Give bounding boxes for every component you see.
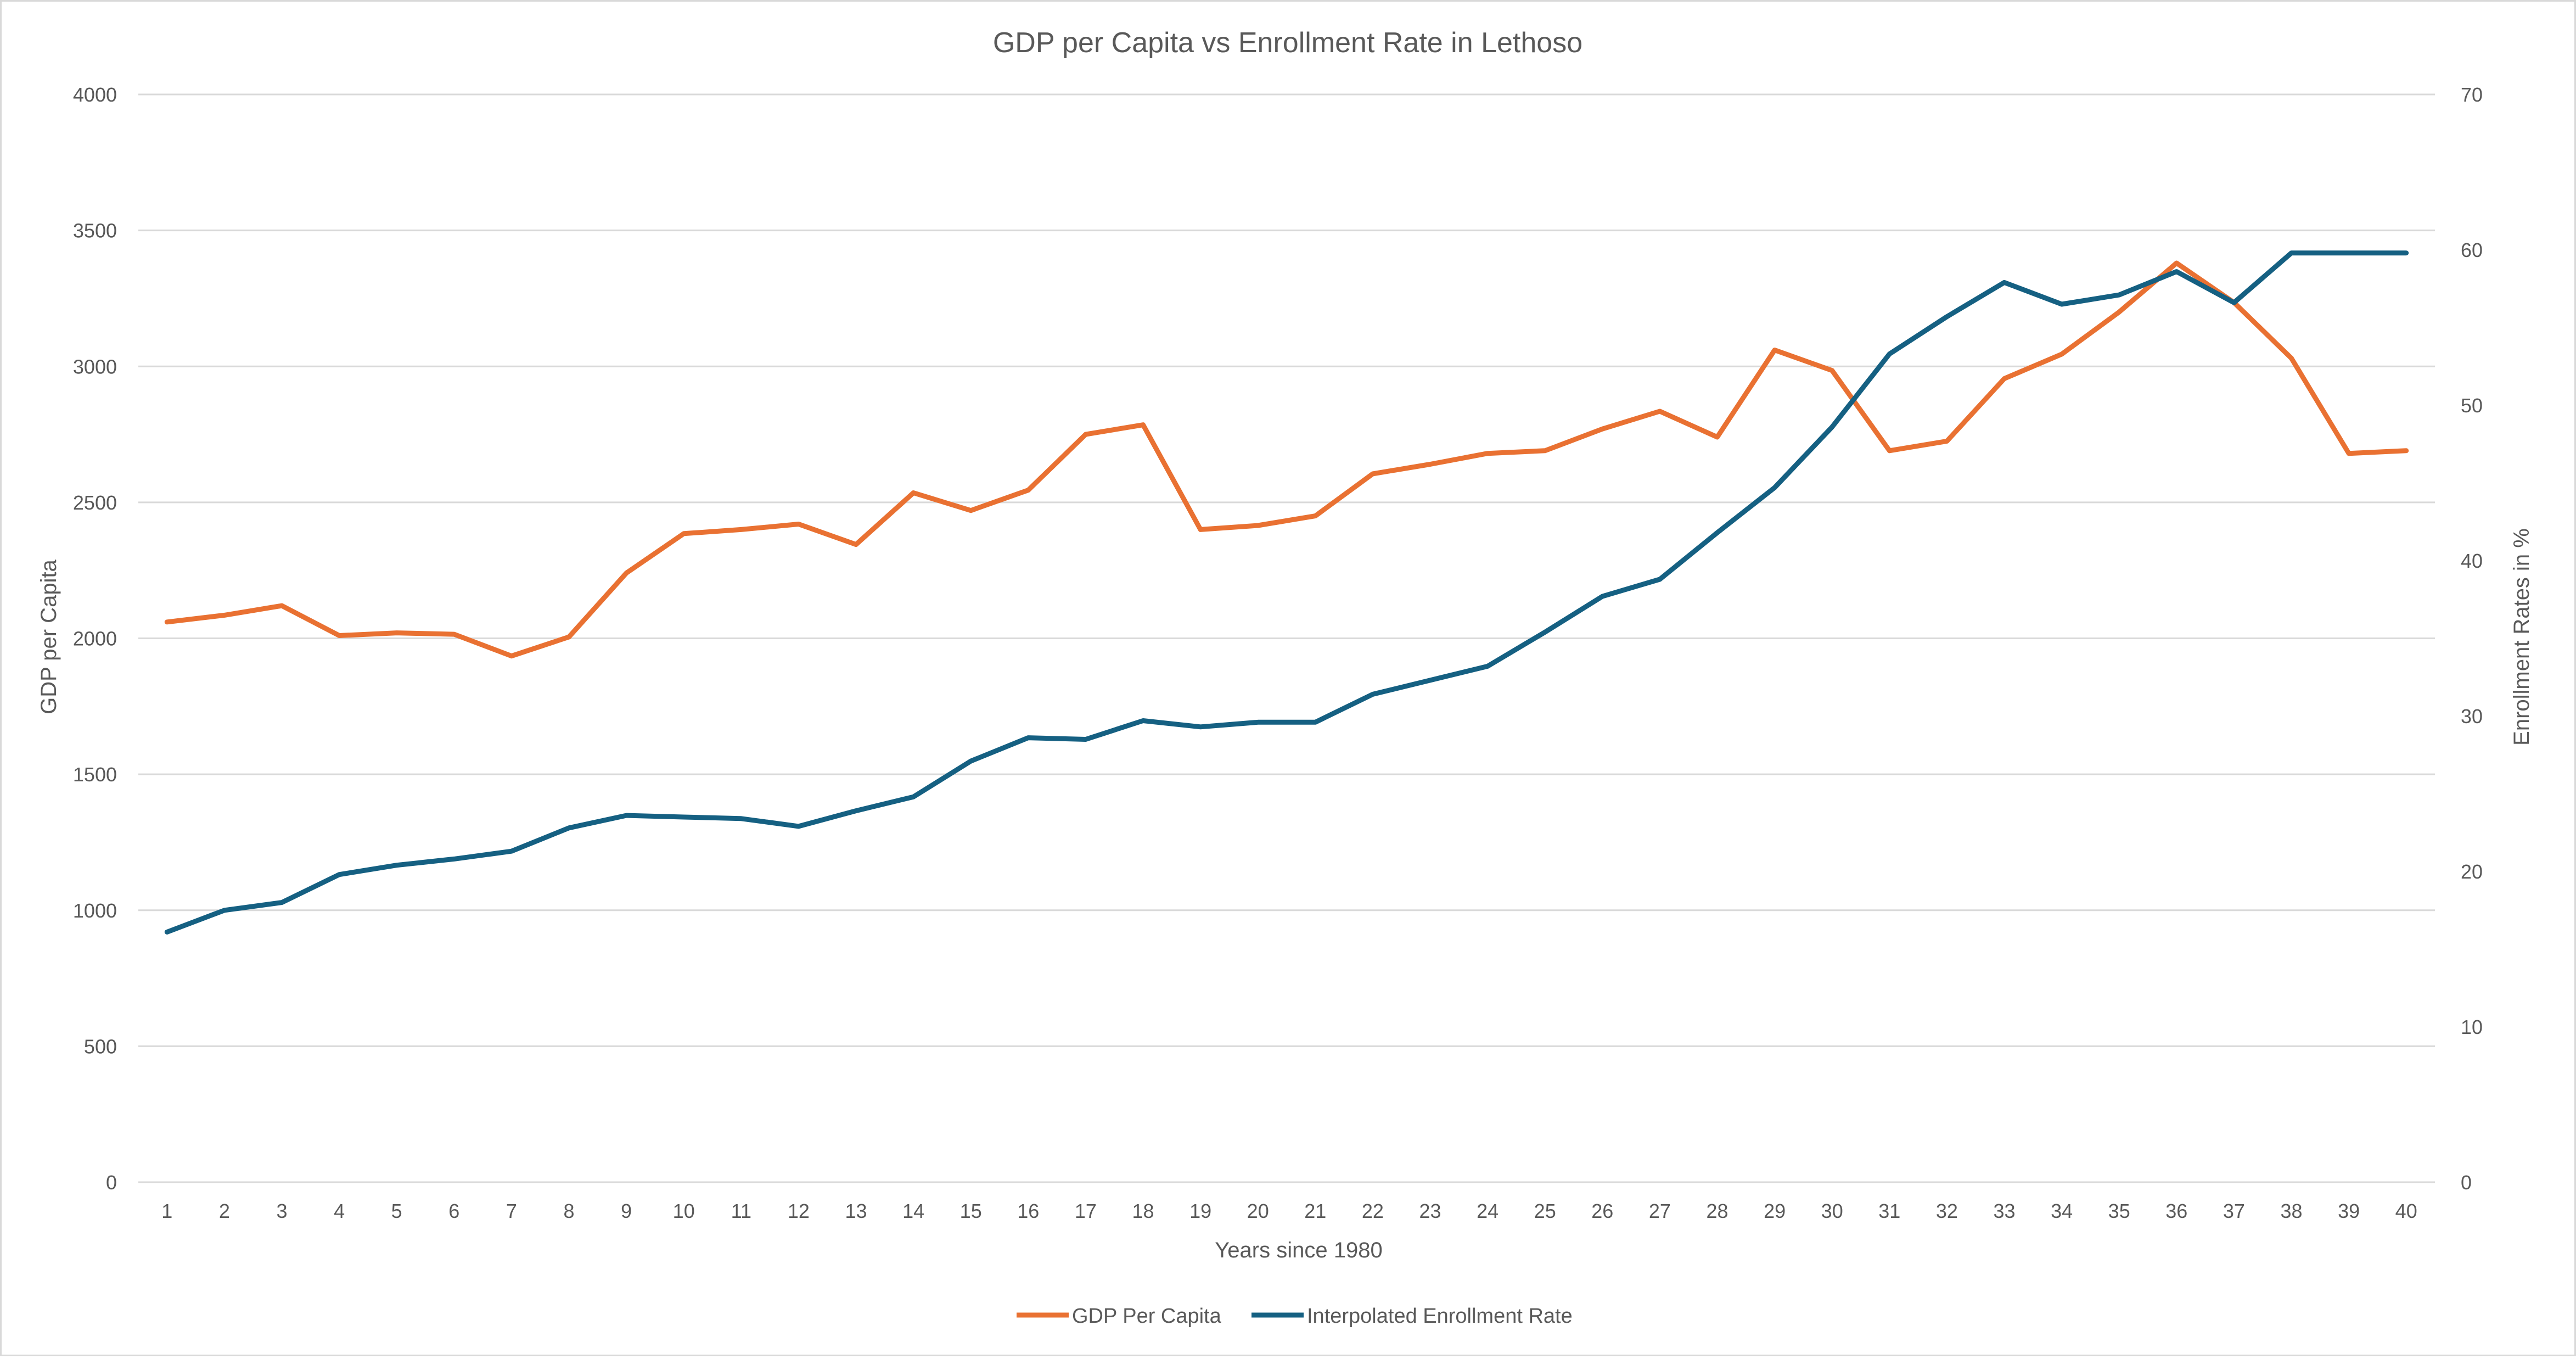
x-tick-33: 33 xyxy=(1993,1200,2015,1222)
x-tick-37: 37 xyxy=(2223,1200,2245,1222)
y-tick-right-40: 40 xyxy=(2461,550,2483,572)
y-tick-right-0: 0 xyxy=(2461,1171,2472,1194)
x-tick-23: 23 xyxy=(1419,1200,1441,1222)
x-tick-29: 29 xyxy=(1764,1200,1786,1222)
x-tick-9: 9 xyxy=(621,1200,632,1222)
y-tick-left-3000: 3000 xyxy=(73,355,117,378)
x-tick-10: 10 xyxy=(673,1200,695,1222)
y-axis-label-left: GDP per Capita xyxy=(37,559,61,714)
x-tick-17: 17 xyxy=(1075,1200,1097,1222)
x-axis-label: Years since 1980 xyxy=(1215,1238,1382,1262)
x-tick-38: 38 xyxy=(2280,1200,2302,1222)
legend-label-gdp: GDP Per Capita xyxy=(1072,1305,1222,1328)
x-tick-16: 16 xyxy=(1017,1200,1039,1222)
x-tick-35: 35 xyxy=(2108,1200,2130,1222)
x-tick-36: 36 xyxy=(2165,1200,2187,1222)
y-axis-label-right: Enrollment Rates in % xyxy=(2510,528,2534,746)
y-tick-left-1000: 1000 xyxy=(73,899,117,922)
y-tick-left-500: 500 xyxy=(84,1035,117,1058)
x-tick-5: 5 xyxy=(391,1200,402,1222)
y-tick-right-70: 70 xyxy=(2461,83,2483,106)
y-tick-left-2500: 2500 xyxy=(73,491,117,514)
x-tick-7: 7 xyxy=(506,1200,517,1222)
x-tick-11: 11 xyxy=(731,1200,751,1222)
x-tick-3: 3 xyxy=(276,1200,287,1222)
x-tick-24: 24 xyxy=(1477,1200,1499,1222)
y-tick-right-10: 10 xyxy=(2461,1016,2483,1038)
x-tick-18: 18 xyxy=(1132,1200,1154,1222)
x-tick-34: 34 xyxy=(2051,1200,2073,1222)
x-tick-22: 22 xyxy=(1362,1200,1384,1222)
series-line-enrollment-rate xyxy=(164,250,2409,935)
x-tick-27: 27 xyxy=(1649,1200,1671,1222)
x-tick-2: 2 xyxy=(219,1200,230,1222)
chart-title: GDP per Capita vs Enrollment Rate in Let… xyxy=(993,27,1582,59)
legend-label-enrollment: Interpolated Enrollment Rate xyxy=(1307,1305,1573,1328)
y-tick-left-2000: 2000 xyxy=(73,628,117,650)
y-tick-left-1500: 1500 xyxy=(73,763,117,786)
y-tick-left-0: 0 xyxy=(106,1171,117,1194)
x-tick-28: 28 xyxy=(1706,1200,1728,1222)
x-tick-15: 15 xyxy=(960,1200,982,1222)
y-tick-right-50: 50 xyxy=(2461,394,2483,417)
x-tick-40: 40 xyxy=(2395,1200,2417,1222)
y-tick-right-20: 20 xyxy=(2461,860,2483,883)
x-tick-32: 32 xyxy=(1936,1200,1958,1222)
axes: 0 500 1000 1500 2000 2500 3000 3500 4000 0 10 20 30 4… xyxy=(73,83,2483,1222)
x-tick-25: 25 xyxy=(1534,1200,1556,1222)
series-lines xyxy=(164,250,2409,935)
x-tick-39: 39 xyxy=(2338,1200,2360,1222)
x-tick-19: 19 xyxy=(1189,1200,1211,1222)
x-tick-12: 12 xyxy=(788,1200,810,1222)
gridlines xyxy=(138,93,2435,1183)
y-tick-left-3500: 3500 xyxy=(73,220,117,242)
legend: GDP Per Capita Interpolated Enrollment R… xyxy=(1017,1305,1573,1328)
x-tick-20: 20 xyxy=(1247,1200,1269,1222)
x-tick-8: 8 xyxy=(563,1200,574,1222)
y-tick-left-4000: 4000 xyxy=(73,83,117,106)
x-tick-6: 6 xyxy=(448,1200,459,1222)
x-tick-14: 14 xyxy=(902,1200,924,1222)
x-tick-31: 31 xyxy=(1878,1200,1900,1222)
y-tick-right-30: 30 xyxy=(2461,705,2483,728)
y-tick-right-60: 60 xyxy=(2461,239,2483,261)
x-tick-13: 13 xyxy=(845,1200,867,1222)
x-tick-30: 30 xyxy=(1821,1200,1843,1222)
series-line-gdp-per-capita xyxy=(164,260,2409,659)
x-tick-21: 21 xyxy=(1304,1200,1326,1222)
x-tick-4: 4 xyxy=(334,1200,345,1222)
x-tick-26: 26 xyxy=(1591,1200,1613,1222)
x-tick-1: 1 xyxy=(161,1200,172,1222)
